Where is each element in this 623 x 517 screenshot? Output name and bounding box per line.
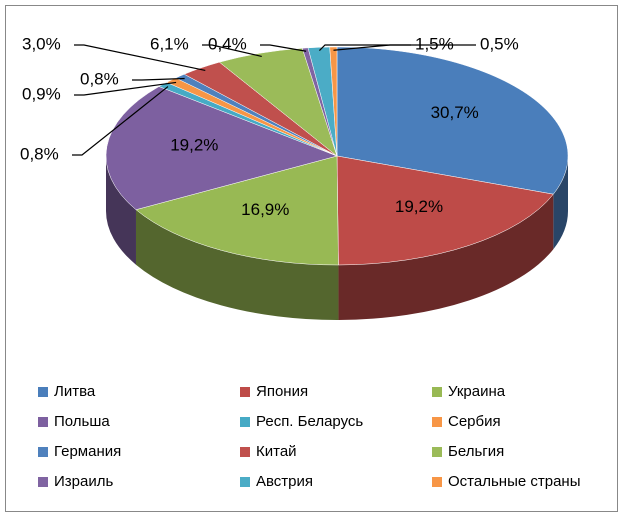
legend-label: Сербия (448, 413, 501, 430)
data-label: 1,5% (415, 34, 454, 53)
data-label: 0,8% (20, 144, 59, 163)
data-label: 16,9% (241, 200, 289, 219)
legend-swatch (38, 477, 48, 487)
leader-line (318, 44, 411, 52)
legend-swatch (432, 447, 442, 457)
legend-label: Австрия (256, 473, 313, 490)
data-label: 6,1% (150, 34, 189, 53)
slice (336, 155, 554, 266)
legend-label: Израиль (54, 473, 113, 490)
leader-line (202, 44, 262, 57)
data-label: 19,2% (395, 197, 443, 216)
data-label: 30,7% (431, 103, 479, 122)
leader-line (132, 77, 185, 81)
legend-label: Германия (54, 443, 121, 460)
legend-label: Китай (256, 443, 297, 460)
leader-line (333, 44, 476, 51)
legend-label: Бельгия (448, 443, 504, 460)
legend-swatch (240, 477, 250, 487)
leader-line (74, 81, 177, 96)
slice (329, 46, 338, 157)
data-label: 0,4% (208, 34, 247, 53)
legend-label: Япония (256, 383, 308, 400)
slice (105, 86, 338, 210)
legend-swatch (432, 417, 442, 427)
data-label: 0,9% (22, 84, 61, 103)
legend-swatch (38, 387, 48, 397)
legend-swatch (240, 447, 250, 457)
data-label: 0,5% (480, 34, 519, 53)
slice-side (135, 209, 339, 321)
leader-line (260, 44, 307, 52)
data-label: 0,8% (80, 69, 119, 88)
leader-line (74, 44, 206, 72)
plot: 30,7% 19,2% 16,9% 19,2% 0,8% 0,9% 0,8% 3,0% 6,1%… (20, 34, 580, 489)
legend-label: Литва (54, 383, 96, 400)
slice-side (106, 156, 136, 265)
slice (336, 46, 569, 195)
data-label: 3,0% (22, 34, 61, 53)
leader-line (72, 86, 169, 156)
data-label: 19,2% (170, 136, 218, 155)
slice-side (553, 156, 568, 250)
legend-label: Респ. Беларусь (256, 413, 363, 430)
legend-swatch (432, 477, 442, 487)
slice (135, 155, 339, 266)
legend-swatch (38, 447, 48, 457)
legend-swatch (240, 387, 250, 397)
legend-label: Польша (54, 413, 110, 430)
legend-swatch (38, 417, 48, 427)
slice-side (338, 194, 554, 320)
legend-label: Остальные страны (448, 473, 580, 490)
legend-swatch (240, 417, 250, 427)
legend-swatch (432, 387, 442, 397)
legend-label: Украина (448, 383, 506, 400)
